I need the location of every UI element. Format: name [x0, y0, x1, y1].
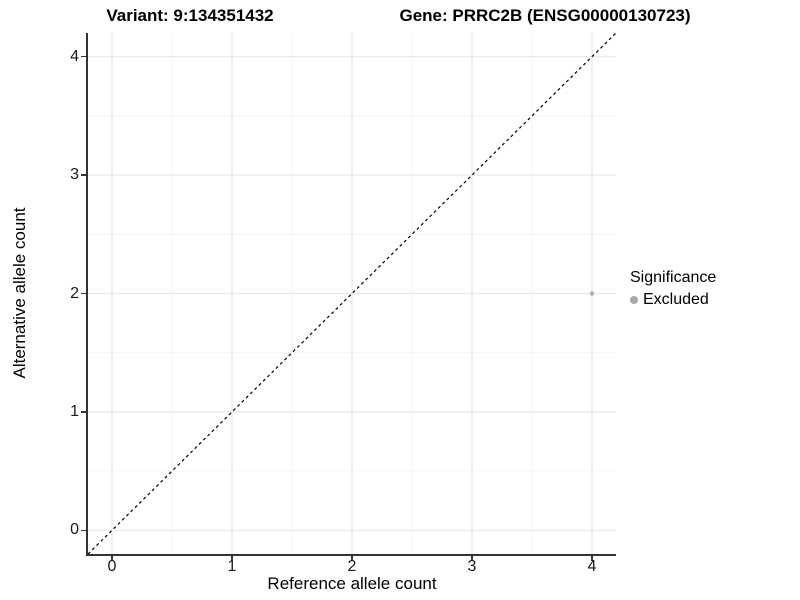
x-axis-tick [591, 556, 593, 561]
y-axis-tick-label: 0 [70, 521, 79, 539]
legend-item-label: Excluded [643, 291, 709, 308]
plot-panel [88, 33, 616, 554]
y-axis-tick-label: 3 [70, 166, 79, 184]
variant-title: Variant: 9:134351432 [106, 6, 274, 25]
identity-dashed-line [88, 33, 616, 554]
y-axis-tick [81, 55, 86, 58]
x-axis-tick-label: 2 [347, 558, 357, 575]
x-axis-tick [231, 556, 233, 561]
plot-area-svg [88, 33, 616, 554]
x-axis-tick [351, 556, 353, 561]
y-axis-tick [81, 411, 86, 413]
legend-item-excluded: Excluded [630, 289, 716, 311]
x-axis-tick-label: 0 [107, 558, 117, 575]
x-axis-line [86, 554, 616, 556]
y-axis-title: Alternative allele count [10, 207, 29, 379]
y-axis-tick-label: 2 [70, 284, 79, 302]
legend-title: Significance [630, 269, 717, 286]
data-point [589, 291, 595, 296]
gene-title: Gene: PRRC2B (ENSG00000130723) [399, 6, 691, 25]
legend-point-swatch [630, 296, 638, 304]
x-axis-tick-label: 3 [467, 558, 477, 575]
x-axis-tick-label: 1 [227, 558, 237, 575]
y-axis-tick [81, 292, 86, 295]
legend: Significance Excluded [630, 267, 716, 311]
x-axis-title: Reference allele count [267, 574, 437, 593]
y-axis-tick-label: 1 [70, 402, 79, 420]
x-axis-tick-label: 4 [587, 558, 597, 575]
y-axis-tick [81, 174, 86, 176]
y-axis-tick [81, 529, 86, 532]
y-axis-tick-label: 4 [70, 47, 79, 65]
y-axis-line [86, 33, 88, 556]
x-axis-tick [471, 556, 473, 561]
x-axis-tick [111, 556, 113, 561]
